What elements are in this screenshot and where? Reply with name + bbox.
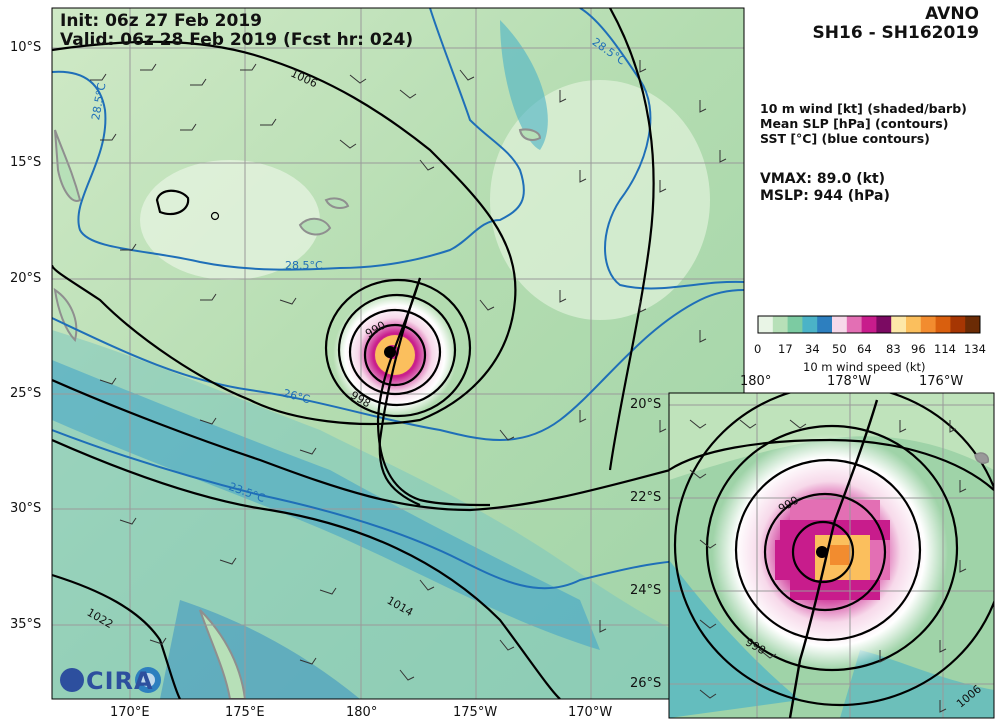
colorbar-segment [920, 316, 937, 333]
inset-lon-label: 176°W [919, 374, 964, 389]
inset-lat-label: 26°S [630, 676, 662, 691]
cira-logo [60, 667, 161, 693]
legend-slp: Mean SLP [hPa] (contours) [760, 116, 949, 131]
colorbar-segment [935, 316, 951, 333]
legend-wind: 10 m wind [kt] (shaded/barb) [760, 101, 967, 116]
lon-label: 170°W [568, 705, 613, 720]
sst-contours [52, 8, 744, 590]
storm-track [378, 277, 422, 507]
legend-sst: SST [°C] (blue contours) [760, 131, 930, 146]
inset-lon-label: 178°W [827, 374, 872, 389]
cira-logo-text: CIRA [86, 667, 154, 695]
init-time: Init: 06z 27 Feb 2019 [60, 11, 262, 31]
colorbar-segment [772, 316, 789, 333]
wind-barbs [90, 60, 727, 681]
slp-contours [52, 8, 744, 699]
inset-lon-label: 180° [740, 374, 772, 389]
lat-label: 35°S [10, 617, 42, 632]
cbar-tick: 64 [857, 342, 872, 356]
cbar-tick: 34 [805, 342, 820, 356]
colorbar-segment [876, 316, 892, 333]
sst-label: 28.5°C [285, 259, 323, 272]
storm-center-icon [384, 346, 396, 358]
inset-lat-label: 22°S [630, 490, 662, 505]
colorbar-segment [906, 316, 922, 333]
storm-id: SH16 - SH162019 [812, 23, 979, 43]
lat-label: 20°S [10, 271, 42, 286]
colorbar-segment [787, 316, 803, 333]
inset-map [669, 393, 994, 718]
cbar-tick: 114 [934, 342, 956, 356]
lat-label: 25°S [10, 386, 42, 401]
colorbar-segment [891, 316, 907, 333]
valid-time: Valid: 06z 28 Feb 2019 (Fcst hr: 024) [60, 30, 414, 50]
lon-label: 175°E [225, 705, 265, 720]
lat-label: 10°S [10, 40, 42, 55]
colorbar-segment [861, 316, 877, 333]
lat-label: 15°S [10, 155, 42, 170]
lon-label: 180° [346, 705, 378, 720]
cbar-tick: 96 [911, 342, 926, 356]
model-name: AVNO [925, 4, 979, 24]
lat-label: 30°S [10, 501, 42, 516]
colorbar-segment [950, 316, 966, 333]
inset-lat-label: 20°S [630, 397, 662, 412]
colorbar-segment [965, 316, 981, 333]
cbar-tick: 83 [886, 342, 901, 356]
mslp-value: MSLP: 944 (hPa) [760, 188, 890, 204]
cbar-tick: 17 [778, 342, 793, 356]
colorbar-segment [832, 316, 848, 333]
cbar-tick: 50 [832, 342, 847, 356]
colorbar-segment [846, 316, 863, 333]
colorbar [758, 316, 981, 333]
colorbar-segment [758, 316, 774, 333]
colorbar-label: 10 m wind speed (kt) [803, 360, 926, 374]
cbar-tick: 134 [964, 342, 986, 356]
lon-label: 170°E [110, 705, 150, 720]
colorbar-segment [802, 316, 818, 333]
inset-lat-label: 24°S [630, 583, 662, 598]
lon-label: 175°W [453, 705, 498, 720]
inset-core-cells [775, 500, 890, 600]
colorbar-segment [817, 316, 833, 333]
cbar-tick: 0 [754, 342, 762, 356]
vmax-value: VMAX: 89.0 (kt) [760, 171, 886, 187]
